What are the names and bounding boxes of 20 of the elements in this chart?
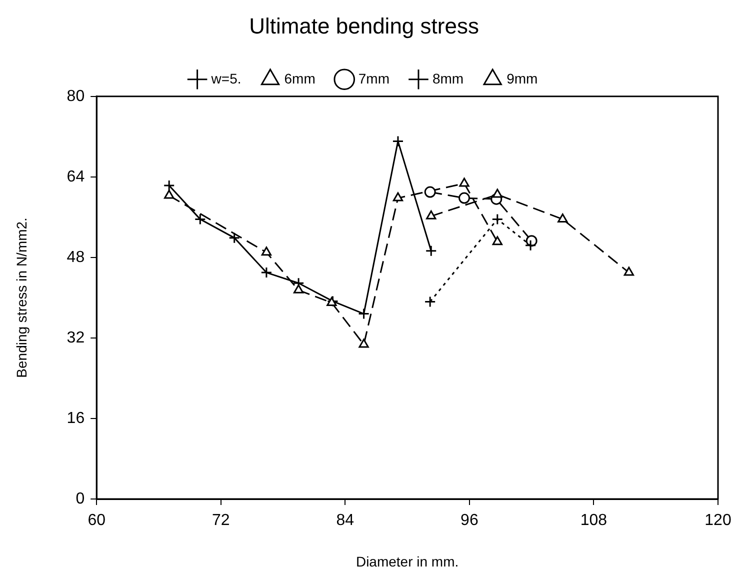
legend-label: 9mm: [506, 70, 538, 86]
y-tick-label: 80: [66, 88, 85, 105]
x-axis-title: Diameter in mm.: [356, 553, 459, 570]
y-tick-label: 64: [66, 168, 85, 186]
legend-label: 6mm: [284, 70, 316, 86]
y-axis-title: Bending stress in N/mm2.: [13, 218, 30, 378]
legend-label: w=5.: [210, 70, 242, 86]
chart-title: Ultimate bending stress: [249, 13, 479, 38]
legend-label: 8mm: [432, 70, 464, 86]
legend-label: 7mm: [358, 70, 390, 86]
y-tick-label: 0: [76, 490, 85, 508]
x-tick-label: 72: [212, 512, 230, 530]
x-tick-label: 60: [88, 512, 106, 530]
x-tick-label: 96: [460, 512, 478, 530]
x-tick-label: 108: [580, 512, 608, 530]
y-tick-label: 32: [66, 329, 85, 346]
x-tick-label: 84: [336, 512, 354, 530]
y-tick-label: 16: [66, 410, 85, 427]
y-tick-label: 48: [66, 248, 85, 266]
x-tick-label: 120: [704, 512, 732, 530]
